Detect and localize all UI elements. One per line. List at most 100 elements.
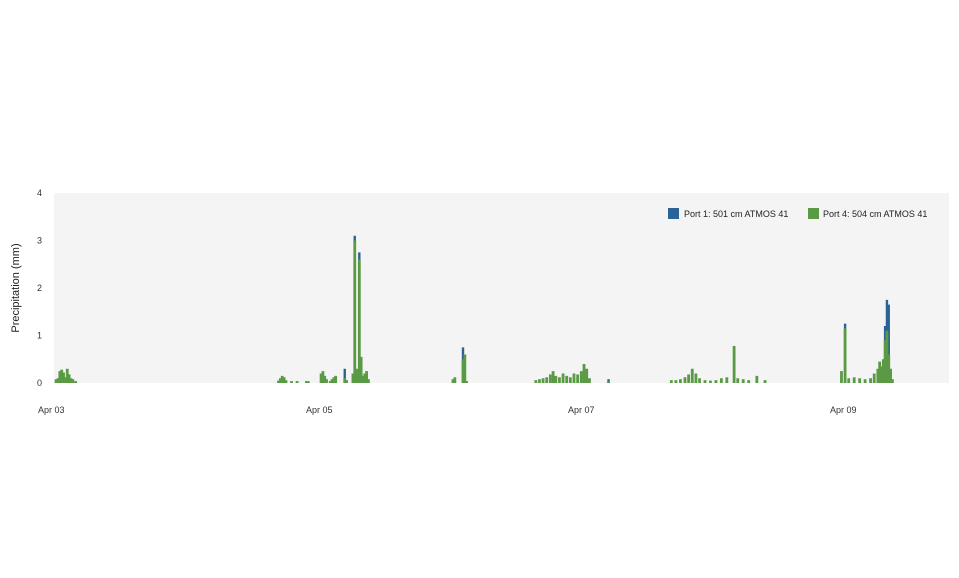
bar-port-4 [690, 368, 694, 383]
bar-port-4 [363, 373, 367, 383]
bar-port-4 [67, 374, 71, 383]
bar-port-4 [579, 371, 583, 384]
bar-port-4 [345, 380, 348, 383]
bar-port-4 [551, 371, 555, 384]
bar-port-4 [763, 380, 767, 383]
bar-port-4 [878, 361, 882, 384]
bar-port-4 [330, 379, 334, 383]
bar-port-4 [282, 377, 286, 383]
bar-port-4 [755, 375, 759, 384]
y-tick-label: 4 [37, 188, 42, 198]
bar-port-4 [54, 379, 58, 383]
bar-port-4 [290, 381, 293, 383]
legend-item-port-4[interactable]: Port 4: 504 cm ATMOS 41 [808, 208, 927, 219]
bar-port-4 [880, 366, 883, 384]
bar-port-4 [332, 377, 336, 383]
bar-port-4 [852, 377, 856, 383]
legend-swatch-port-4 [808, 208, 819, 219]
bar-port-4 [687, 374, 691, 383]
bar-port-4 [334, 375, 338, 384]
bar-port-4 [585, 368, 589, 383]
bar-port-4 [876, 368, 880, 383]
bar-port-4 [674, 380, 678, 383]
x-tick-label: Apr 03 [38, 405, 65, 415]
bar-port-4 [669, 380, 673, 383]
bar-port-4 [840, 371, 843, 384]
bar-port-4 [343, 378, 347, 383]
bar-port-4 [367, 379, 370, 383]
bar-port-4 [554, 375, 558, 384]
bar-port-4 [60, 369, 64, 383]
bar-port-4 [747, 380, 751, 383]
bar-port-4 [719, 378, 723, 383]
bar-port-4 [359, 356, 363, 384]
bar-port-4 [548, 374, 552, 383]
bar-port-4 [325, 379, 328, 383]
bar-port-4 [538, 379, 541, 383]
bar-port-4 [889, 368, 892, 383]
bar-port-4 [607, 381, 610, 383]
bar-port-4 [365, 371, 368, 384]
bar-port-4 [56, 378, 60, 383]
bar-port-4 [736, 378, 740, 383]
bar-port-4 [732, 345, 736, 383]
bar-port-4 [545, 377, 549, 383]
y-tick-label: 2 [37, 283, 42, 293]
bar-port-4 [451, 379, 455, 383]
bar-port-4 [582, 364, 586, 383]
bar-port-4 [71, 379, 75, 383]
bar-port-4 [453, 377, 457, 383]
bar-port-4 [361, 375, 365, 384]
bar-port-4 [725, 377, 729, 383]
bar-port-4 [64, 377, 67, 383]
bar-port-4 [576, 374, 580, 383]
bar-port-4 [351, 373, 355, 383]
bar-port-4 [558, 377, 561, 383]
bar-port-4 [465, 381, 469, 383]
bar-port-4 [885, 330, 889, 383]
bar-port-4 [881, 359, 885, 383]
bar-port-4 [534, 380, 538, 383]
legend[interactable]: Port 1: 501 cm ATMOS 41 Port 4: 504 cm A… [668, 208, 927, 219]
bar-port-4 [323, 375, 327, 384]
bar-port-4 [872, 373, 876, 383]
legend-swatch-port-1 [668, 208, 679, 219]
bar-port-1 [887, 304, 890, 384]
bar-port-4 [278, 378, 282, 383]
y-axis: 0 1 2 3 4 [37, 188, 42, 388]
bar-port-4 [698, 378, 701, 383]
bar-port-4 [277, 380, 280, 384]
bar-port-4 [863, 379, 867, 383]
bar-port-4 [843, 328, 847, 384]
bar-port-4 [461, 359, 465, 383]
bar-port-4 [74, 381, 78, 383]
y-tick-label: 1 [37, 331, 42, 341]
bar-port-4 [714, 380, 718, 383]
bar-port-1 [343, 368, 346, 383]
bar-port-4 [305, 381, 308, 383]
bar-port-4 [306, 381, 310, 383]
x-tick-label: Apr 09 [830, 405, 857, 415]
bar-port-4 [869, 378, 872, 383]
bar-port-4 [694, 373, 698, 383]
bar-port-4 [741, 379, 745, 383]
x-tick-label: Apr 05 [306, 405, 333, 415]
bar-port-4 [65, 368, 69, 383]
bar-port-4 [357, 259, 361, 383]
legend-item-port-1[interactable]: Port 1: 501 cm ATMOS 41 [668, 208, 788, 219]
bar-port-4 [69, 378, 73, 383]
bar-port-4 [588, 378, 591, 383]
bar-port-4 [541, 378, 545, 383]
bar-port-4 [683, 377, 687, 383]
bar-port-4 [572, 373, 576, 383]
bar-port-4 [703, 380, 707, 383]
bar-port-4 [355, 368, 358, 383]
x-axis: Apr 03 Apr 05 Apr 07 Apr 09 [38, 405, 857, 415]
bar-port-4 [847, 378, 851, 383]
bar-port-4 [565, 375, 569, 384]
bar-port-4 [295, 381, 299, 383]
bar-port-4 [321, 371, 325, 384]
legend-label-port-4: Port 4: 504 cm ATMOS 41 [823, 209, 927, 219]
x-tick-label: Apr 07 [568, 405, 595, 415]
